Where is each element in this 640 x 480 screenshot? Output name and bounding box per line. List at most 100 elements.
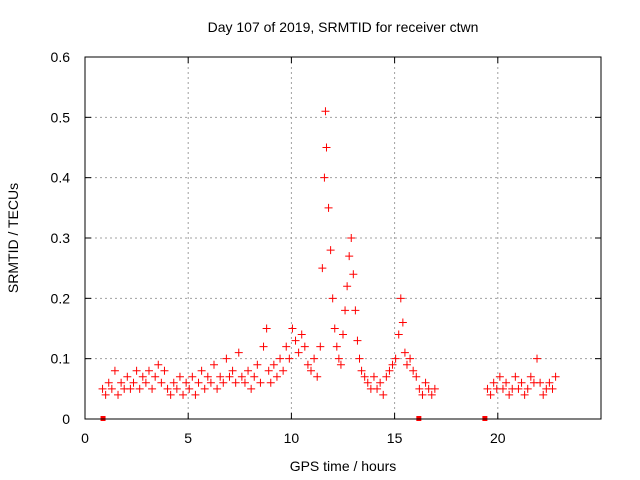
data-point: [332, 342, 341, 351]
data-points: [98, 107, 560, 399]
data-point: [391, 354, 400, 363]
data-point: [330, 324, 339, 333]
data-point: [341, 306, 350, 315]
data-point: [514, 384, 523, 393]
data-point: [104, 378, 113, 387]
data-point: [285, 354, 294, 363]
data-point: [98, 384, 107, 393]
data-point: [154, 360, 163, 369]
data-point: [114, 390, 123, 399]
data-point: [237, 372, 246, 381]
data-point: [489, 378, 498, 387]
data-point: [172, 384, 181, 393]
data-point: [551, 372, 560, 381]
x-tick-label: 20: [490, 430, 506, 446]
data-point: [353, 336, 362, 345]
data-point: [197, 366, 206, 375]
data-point: [328, 294, 337, 303]
data-point: [349, 270, 358, 279]
data-point: [363, 378, 372, 387]
data-point: [194, 378, 203, 387]
data-point: [418, 390, 427, 399]
data-point: [347, 234, 356, 242]
data-point: [175, 372, 184, 381]
data-point: [291, 336, 300, 345]
data-point: [294, 348, 303, 357]
data-point: [269, 360, 278, 369]
data-point: [219, 378, 228, 387]
data-point: [486, 390, 495, 399]
data-point: [157, 378, 166, 387]
data-point: [430, 384, 439, 393]
data-point: [256, 378, 265, 387]
data-point: [351, 306, 360, 315]
y-tick-label: 0.2: [51, 290, 71, 306]
data-point: [259, 342, 268, 351]
data-point: [415, 384, 424, 393]
data-point: [225, 372, 234, 381]
data-point: [343, 282, 352, 291]
data-point: [398, 318, 407, 327]
data-point: [200, 384, 209, 393]
data-point: [262, 324, 271, 333]
data-point: [282, 342, 291, 351]
plot-frame: [84, 56, 602, 420]
data-point: [355, 354, 364, 363]
y-tick-label: 0.6: [51, 49, 71, 65]
data-point: [313, 372, 322, 381]
data-point: [297, 330, 306, 339]
data-point: [138, 372, 147, 381]
y-tick-label: 0: [62, 411, 70, 427]
data-point: [279, 366, 288, 375]
data-point: [526, 372, 535, 381]
data-point: [160, 366, 169, 375]
x-tick-label: 0: [81, 430, 89, 446]
data-point: [272, 372, 281, 381]
data-point: [144, 366, 153, 375]
data-point: [369, 372, 378, 381]
data-point: [376, 378, 385, 387]
data-point: [396, 294, 405, 303]
data-point: [188, 372, 197, 381]
data-point: [222, 354, 231, 363]
data-point: [253, 360, 262, 369]
x-tick-label: 10: [284, 430, 300, 446]
y-tick-label: 0.5: [51, 109, 71, 125]
data-point: [321, 107, 330, 116]
data-point: [166, 390, 175, 399]
y-axis-label: SRMTID / TECUs: [5, 183, 21, 293]
data-point: [132, 366, 141, 375]
data-point: [357, 366, 366, 375]
data-point: [523, 384, 532, 393]
data-point: [129, 378, 138, 387]
data-point: [203, 372, 212, 381]
data-point: [483, 384, 492, 393]
data-point: [107, 384, 116, 393]
data-point: [545, 378, 554, 387]
data-point: [247, 384, 256, 393]
data-point: [385, 366, 394, 375]
data-point: [326, 246, 335, 255]
data-point: [123, 372, 132, 381]
data-point: [382, 372, 391, 381]
data-point: [250, 372, 259, 381]
axis-ticks: 0 0.1 0.2 0.3 0.4 0.5 0.6 0 5 10 15 20: [51, 49, 601, 446]
data-point: [135, 384, 144, 393]
data-point: [169, 378, 178, 387]
data-point: [117, 378, 126, 387]
data-point: [409, 366, 418, 375]
data-point: [185, 384, 194, 393]
data-point: [502, 378, 511, 387]
y-tick-label: 0.1: [51, 351, 71, 367]
data-point: [498, 384, 507, 393]
data-point: [322, 143, 331, 152]
data-point: [539, 390, 548, 399]
chart-title: Day 107 of 2019, SRMTID for receiver ctw…: [208, 19, 479, 35]
x-axis-label: GPS time / hours: [290, 458, 397, 474]
data-point: [148, 384, 157, 393]
data-point: [141, 378, 150, 387]
data-point: [536, 378, 545, 387]
data-point: [402, 360, 411, 369]
data-point: [210, 360, 218, 369]
data-point: [548, 384, 557, 393]
